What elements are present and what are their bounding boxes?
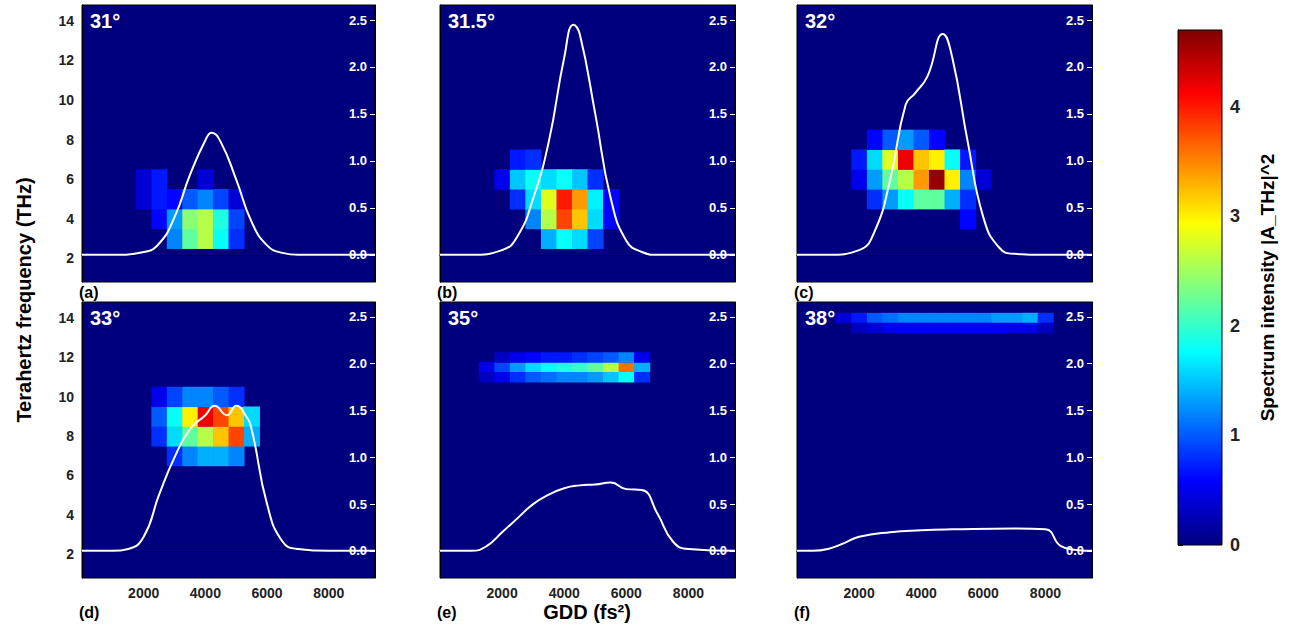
svg-text:2000: 2000 [128,585,159,601]
svg-text:Spectrum intensity |A_THz|^2: Spectrum intensity |A_THz|^2 [1257,154,1278,422]
svg-text:1.5: 1.5 [1066,403,1084,418]
svg-text:1.5: 1.5 [709,106,727,121]
svg-text:0.5: 0.5 [1066,497,1084,512]
svg-text:0.0: 0.0 [1065,543,1084,559]
svg-text:0.5: 0.5 [349,497,367,512]
svg-text:1.0: 1.0 [349,153,367,168]
svg-text:4: 4 [66,507,74,523]
svg-text:33°: 33° [90,307,120,329]
svg-text:0.5: 0.5 [709,200,727,215]
svg-text:2: 2 [66,250,74,266]
svg-text:2.0: 2.0 [349,59,367,74]
svg-text:(c): (c) [794,284,814,301]
svg-text:12: 12 [58,52,74,68]
svg-text:2.5: 2.5 [1066,309,1084,324]
svg-text:8: 8 [66,428,74,444]
svg-text:8: 8 [66,132,74,148]
svg-text:2.0: 2.0 [1066,356,1084,371]
svg-text:1.0: 1.0 [1066,450,1084,465]
svg-text:2.0: 2.0 [709,59,727,74]
svg-text:2.0: 2.0 [709,356,727,371]
svg-text:6000: 6000 [968,585,999,601]
svg-text:2.5: 2.5 [709,13,727,28]
svg-text:1.0: 1.0 [709,153,727,168]
svg-text:0.0: 0.0 [1065,247,1084,263]
svg-text:6: 6 [66,467,74,483]
svg-text:14: 14 [58,13,74,29]
svg-text:0.5: 0.5 [349,200,367,215]
svg-text:2000: 2000 [487,585,518,601]
svg-text:12: 12 [58,349,74,365]
svg-text:2.5: 2.5 [1066,13,1084,28]
svg-text:8000: 8000 [673,585,704,601]
svg-text:2.0: 2.0 [349,356,367,371]
svg-text:0.0: 0.0 [708,247,727,263]
svg-text:2.5: 2.5 [349,309,367,324]
svg-text:1.5: 1.5 [349,106,367,121]
svg-text:4: 4 [1230,97,1240,117]
svg-text:0.0: 0.0 [348,543,367,559]
svg-text:2.5: 2.5 [349,13,367,28]
svg-text:2.5: 2.5 [709,309,727,324]
svg-text:1.5: 1.5 [1066,106,1084,121]
svg-text:38°: 38° [805,307,835,329]
svg-text:32°: 32° [805,10,835,32]
svg-text:6000: 6000 [611,585,642,601]
svg-text:4000: 4000 [906,585,937,601]
svg-text:1.5: 1.5 [709,403,727,418]
svg-text:0.5: 0.5 [709,497,727,512]
svg-text:2.0: 2.0 [1066,59,1084,74]
svg-text:31.5°: 31.5° [448,10,495,32]
svg-text:3: 3 [1230,206,1240,226]
svg-text:Terahertz frequency (THz): Terahertz frequency (THz) [13,177,35,422]
svg-text:6: 6 [66,171,74,187]
svg-text:1.0: 1.0 [349,450,367,465]
svg-text:4000: 4000 [190,585,221,601]
svg-text:8000: 8000 [313,585,344,601]
svg-text:0: 0 [1230,535,1240,555]
svg-text:8000: 8000 [1030,585,1061,601]
svg-text:6000: 6000 [251,585,282,601]
svg-text:1.0: 1.0 [1066,153,1084,168]
svg-text:2: 2 [1230,316,1240,336]
svg-text:(f): (f) [794,604,810,621]
svg-text:GDD (fs²): GDD (fs²) [543,601,631,623]
svg-text:2000: 2000 [844,585,875,601]
svg-text:10: 10 [58,92,74,108]
svg-text:2: 2 [66,546,74,562]
svg-text:0.5: 0.5 [1066,200,1084,215]
svg-text:(a): (a) [79,284,99,301]
svg-text:14: 14 [58,310,74,326]
svg-text:0.0: 0.0 [348,247,367,263]
svg-text:10: 10 [58,389,74,405]
svg-text:(b): (b) [437,284,457,301]
svg-text:31°: 31° [90,10,120,32]
svg-text:4: 4 [66,211,74,227]
svg-text:(d): (d) [79,604,99,621]
svg-text:1.5: 1.5 [349,403,367,418]
svg-text:35°: 35° [448,307,478,329]
svg-text:1: 1 [1230,425,1240,445]
svg-text:0.0: 0.0 [708,543,727,559]
svg-text:(e): (e) [437,604,457,621]
svg-text:1.0: 1.0 [709,450,727,465]
svg-text:4000: 4000 [549,585,580,601]
